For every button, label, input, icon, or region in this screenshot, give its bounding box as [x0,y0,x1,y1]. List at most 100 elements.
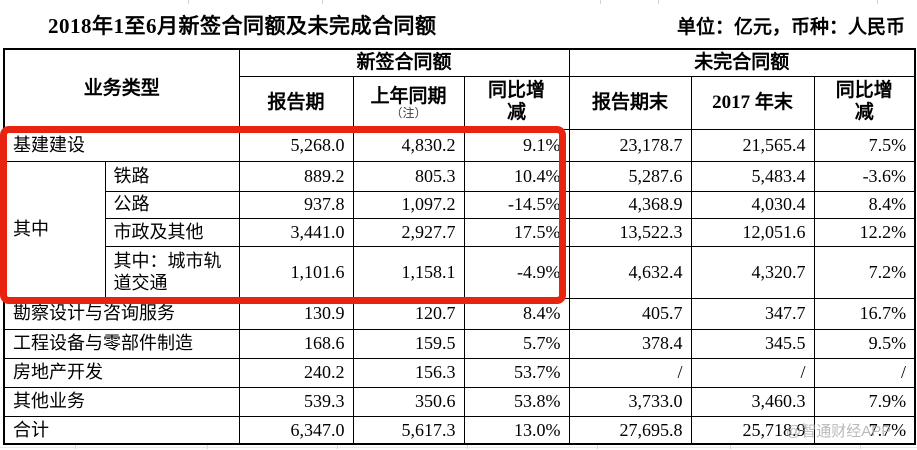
cell-backlog-period-end: 3,733.0 [568,386,692,417]
page-title: 2018年1至6月新签合同额及未完成合同额 [48,14,437,38]
row-label: 合计 [3,415,240,445]
cell-backlog-2017-end: 5,483.4 [690,160,815,192]
cell-new-prior-year: 159.5 [352,328,465,359]
prior-year-label: 上年同期 [370,86,447,108]
cell-backlog-yoy-change: -3.6% [813,160,916,192]
cell-backlog-period-end: 13,522.3 [568,217,692,247]
cell-backlog-period-end: / [568,357,692,388]
cell-new-yoy-change: 17.5% [463,217,570,247]
col-header-reporting-period: 报告期 [238,75,354,130]
col-header-prior-year-period: 上年同期 （注） [352,75,465,130]
cell-new-reporting-period: 1,101.6 [238,245,354,299]
cell-new-reporting-period: 889.2 [238,160,354,192]
cell-new-reporting-period: 937.8 [238,190,354,219]
cell-backlog-yoy-change: 7.2% [813,245,916,299]
cell-new-yoy-change: -14.5% [463,190,570,219]
cell-new-reporting-period: 168.6 [238,328,354,359]
gridline-artifact [0,447,917,448]
cell-backlog-2017-end: 12,051.6 [690,217,815,247]
cell-backlog-2017-end: 4,030.4 [690,190,815,219]
row-label: 其他业务 [3,386,240,417]
cell-backlog-2017-end: 347.7 [690,297,815,330]
cell-new-prior-year: 4,830.2 [352,128,465,162]
unit-currency-note: 单位：亿元，币种：人民币 [676,17,905,38]
table-row-survey-design: 勘察设计与咨询服务 130.9 120.7 8.4% 405.7 347.7 1… [3,297,916,330]
cell-backlog-2017-end: 345.5 [690,328,815,359]
cell-backlog-yoy-change: 7.5% [813,128,916,162]
cell-backlog-2017-end: 25,718.9 [690,415,815,445]
cell-new-reporting-period: 240.2 [238,357,354,388]
col-header-business-type: 业务类型 [3,48,240,130]
watermark-text: @智通财经APP [786,423,892,440]
table-row-railway: 其中 铁路 889.2 805.3 10.4% 5,287.6 5,483.4 … [3,160,916,299]
row-label: 市政及其他 [104,217,240,247]
cell-backlog-period-end: 5,287.6 [568,160,692,192]
gridline-artifact [860,445,861,449]
header-row-subcolumns: 报告期 上年同期 （注） 同比增减 报告期末 2017 年末 同比增减 [4,75,916,130]
cell-backlog-period-end: 405.7 [568,297,692,330]
cell-backlog-period-end: 4,368.9 [568,190,692,219]
cell-backlog-period-end: 378.4 [568,328,692,359]
cell-new-reporting-period: 6,347.0 [238,415,354,445]
gridline-artifact [877,0,878,4]
cell-backlog-yoy-change: 7.7% [813,415,916,445]
cell-backlog-2017-end: 4,320.7 [690,245,815,299]
cell-new-yoy-change: -4.9% [463,245,570,299]
row-label: 其中：城市轨道交通 [104,245,240,299]
cell-backlog-yoy-change: / [813,357,916,388]
cell-backlog-yoy-change: 9.5% [813,328,916,359]
cell-new-reporting-period: 3,441.0 [238,217,354,247]
cell-new-prior-year: 5,617.3 [352,415,465,445]
gridline-artifact [75,445,76,449]
cell-backlog-period-end: 27,695.8 [568,415,692,445]
row-group-label: 其中 [3,160,106,299]
row-label: 基建建设 [3,128,240,162]
gridline-artifact [467,445,468,449]
table-row-other-business: 其他业务 539.3 350.6 53.8% 3,733.0 3,460.3 7… [3,386,916,417]
cell-new-yoy-change: 53.8% [463,386,570,417]
cell-new-yoy-change: 5.7% [463,328,570,359]
cell-new-prior-year: 2,927.7 [352,217,465,247]
row-label: 公路 [104,190,240,219]
contracts-table: 业务类型 新签合同额 未完合同额 报告期 上年同期 （注） 同比增减 报告期末 … [3,48,917,445]
header-row-groups: 业务类型 新签合同额 未完合同额 [3,48,916,130]
cell-new-prior-year: 120.7 [352,297,465,330]
table-row-real-estate: 房地产开发 240.2 156.3 53.7% / / / [3,357,916,388]
table-row-municipal-other: 市政及其他 3,441.0 2,927.7 17.5% 13,522.3 12,… [4,217,916,247]
row-label: 房地产开发 [3,357,240,388]
row-label: 铁路 [104,160,240,192]
gridline-artifact [658,0,659,4]
cell-new-prior-year: 1,158.1 [352,245,465,299]
cell-new-yoy-change: 13.0% [463,415,570,445]
col-group-backlog-contracts: 未完合同额 [568,48,916,77]
gridline-artifact [597,445,598,449]
gridline-artifact [337,445,338,449]
row-label: 勘察设计与咨询服务 [3,297,240,330]
cell-backlog-2017-end: 21,565.4 [690,128,815,162]
cell-new-prior-year: 156.3 [352,357,465,388]
gridline-artifact [322,0,323,4]
cell-new-yoy-change: 53.7% [463,357,570,388]
cell-new-prior-year: 350.6 [352,386,465,417]
prior-year-note: （注） [390,105,427,120]
cell-new-yoy-change: 9.1% [463,128,570,162]
cell-new-yoy-change: 10.4% [463,160,570,192]
table-row-equipment-manufacturing: 工程设备与零部件制造 168.6 159.5 5.7% 378.4 345.5 … [3,328,916,359]
cell-backlog-2017-end: / [690,357,815,388]
cell-backlog-period-end: 4,632.4 [568,245,692,299]
table-row-total: 合计 6,347.0 5,617.3 13.0% 27,695.8 25,718… [3,415,916,445]
gridline-artifact [730,445,731,449]
cell-backlog-yoy-change: 8.4% [813,190,916,219]
gridline-artifact [207,445,208,449]
cell-backlog-period-end: 23,178.7 [568,128,692,162]
col-header-new-yoy-change: 同比增减 [463,75,570,130]
col-group-new-contracts: 新签合同额 [238,48,570,77]
cell-new-yoy-change: 8.4% [463,297,570,330]
col-header-2017-year-end: 2017 年末 [690,75,815,130]
table-row-urban-rail-transit: 其中：城市轨道交通 1,101.6 1,158.1 -4.9% 4,632.4 … [4,245,916,299]
cell-new-prior-year: 1,097.2 [352,190,465,219]
cell-new-reporting-period: 5,268.0 [238,128,354,162]
gridline-artifact [600,0,601,4]
cell-backlog-yoy-change: 16.7% [813,297,916,330]
